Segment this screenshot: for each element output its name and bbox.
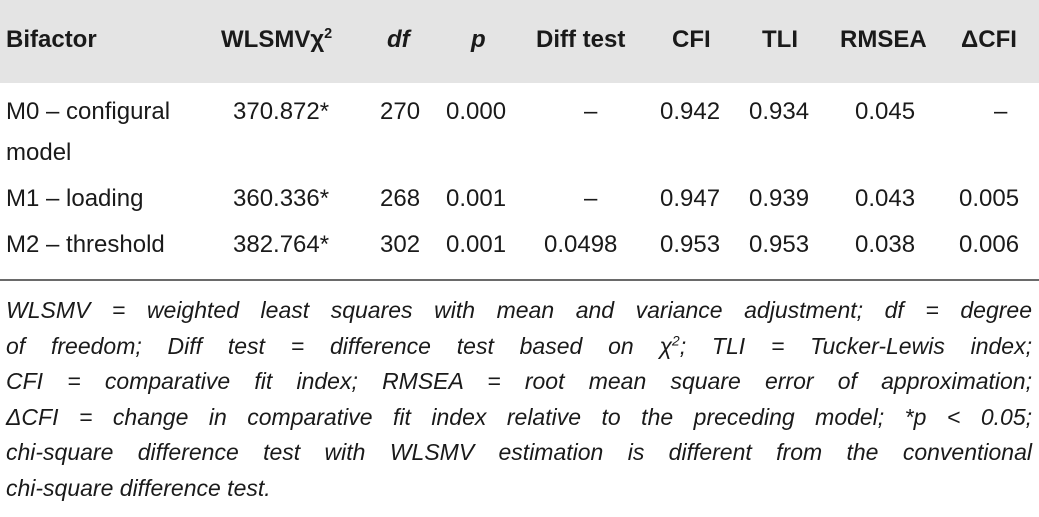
row2-df: 302 (380, 231, 421, 258)
row0-df: 270 (380, 98, 421, 125)
row1-cfi: 0.947 (660, 185, 721, 212)
footnote-line-2: of freedom; Diff test = difference test … (6, 329, 1032, 365)
row2-diff: 0.0498 (544, 231, 618, 258)
row0-p: 0.000 (446, 98, 507, 125)
row1-chi: 360.336* (233, 185, 330, 212)
header-wlsmv-chi: WLSMVχ2 (221, 23, 332, 57)
row1-delta-cfi: 0.005 (959, 185, 1020, 212)
footnote-line-5: chi-square difference test with WLSMV es… (6, 439, 1032, 465)
row0-diff: – (584, 98, 598, 125)
header-tli: TLI (762, 26, 798, 53)
footnote-line-3: CFI = comparative fit index; RMSEA = roo… (6, 368, 1032, 394)
header-diff-test: Diff test (536, 26, 626, 53)
row1-model: M1 – loading (6, 185, 144, 212)
row0-rmsea: 0.045 (855, 98, 916, 125)
header-bifactor: Bifactor (6, 26, 97, 53)
row0-chi: 370.872* (233, 98, 330, 125)
row2-cfi: 0.953 (660, 231, 721, 258)
row1-diff: – (584, 185, 598, 212)
row2-p: 0.001 (446, 231, 507, 258)
footnote-chi-superscript: 2 (672, 332, 680, 348)
row1-rmsea: 0.043 (855, 185, 916, 212)
row0-model-line1: M0 – configural (6, 98, 171, 125)
header-cfi: CFI (672, 26, 711, 53)
header-wlsmv-chi-text: WLSMVχ (221, 26, 325, 53)
row2-chi: 382.764* (233, 231, 330, 258)
row1-tli: 0.939 (749, 185, 810, 212)
header-df: df (387, 26, 410, 53)
table-header-row (0, 0, 1039, 83)
row1-p: 0.001 (446, 185, 507, 212)
header-p: p (471, 26, 486, 53)
footnote-line-2-a: of freedom; Diff test = difference test … (6, 332, 673, 359)
table-bottom-rule (0, 279, 1039, 281)
row0-cfi: 0.942 (660, 98, 721, 125)
header-delta-cfi: ΔCFI (961, 26, 1017, 53)
row2-model: M2 – threshold (6, 231, 165, 258)
row2-delta-cfi: 0.006 (959, 231, 1020, 258)
row2-tli: 0.953 (749, 231, 810, 258)
header-chi-superscript: 2 (324, 26, 333, 42)
row0-tli: 0.934 (749, 98, 810, 125)
header-rmsea: RMSEA (840, 26, 927, 53)
row0-model-line2: model (6, 139, 72, 166)
footnote-line-1: WLSMV = weighted least squares with mean… (6, 297, 1032, 323)
row1-df: 268 (380, 185, 421, 212)
table-footnote: WLSMV = weighted least squares with mean… (6, 293, 1032, 506)
footnote-line-2-b: ; TLI = Tucker-Lewis index; (679, 332, 1032, 359)
row2-rmsea: 0.038 (855, 231, 916, 258)
footnote-line-4: ΔCFI = change in comparative fit index r… (6, 403, 1032, 430)
footnote-line-6: chi-square difference test. (6, 474, 271, 501)
row0-delta-cfi: – (994, 98, 1008, 125)
